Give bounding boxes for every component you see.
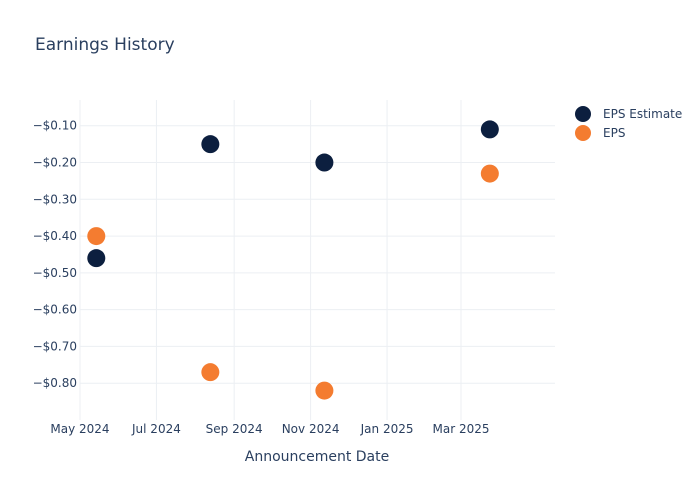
legend-marker [575, 106, 591, 122]
legend-item-eps[interactable]: EPS [575, 125, 625, 141]
chart-title: Earnings History [35, 35, 175, 55]
data-points [87, 120, 499, 400]
x-tick-label: Jan 2025 [360, 422, 414, 436]
y-tick-label: −$0.20 [33, 156, 77, 170]
y-axis-ticks: −$0.10 −$0.20 −$0.30 −$0.40 −$0.50 −$0.60 −$0.… [33, 119, 77, 390]
legend-marker [575, 125, 591, 141]
y-tick-label: −$0.70 [33, 339, 77, 353]
eps-point[interactable] [87, 227, 106, 246]
x-tick-label: Sep 2024 [206, 422, 263, 436]
x-axis-ticks: May 2024 Jul 2024 Sep 2024 Nov 2024 Jan 2025… [50, 422, 489, 436]
eps-estimate-point[interactable] [201, 135, 220, 154]
legend-label: EPS [603, 126, 625, 140]
eps-estimate-point[interactable] [315, 153, 334, 172]
y-tick-label: −$0.50 [33, 266, 77, 280]
x-tick-label: Nov 2024 [282, 422, 340, 436]
eps-point[interactable] [315, 381, 334, 400]
eps-point[interactable] [201, 363, 220, 382]
x-tick-label: Jul 2024 [131, 422, 181, 436]
eps-point[interactable] [480, 164, 499, 183]
legend[interactable]: EPS Estimate EPS [575, 106, 682, 141]
x-axis-title: Announcement Date [245, 449, 389, 465]
y-tick-label: −$0.60 [33, 303, 77, 317]
x-tick-label: May 2024 [50, 422, 109, 436]
y-tick-label: −$0.30 [33, 192, 77, 206]
eps-estimate-point[interactable] [87, 249, 106, 268]
x-tick-label: Mar 2025 [433, 422, 490, 436]
legend-label: EPS Estimate [603, 107, 682, 121]
y-tick-label: −$0.40 [33, 229, 77, 243]
y-tick-label: −$0.80 [33, 376, 77, 390]
legend-item-eps-estimate[interactable]: EPS Estimate [575, 106, 682, 122]
y-tick-label: −$0.10 [33, 119, 77, 133]
eps-estimate-point[interactable] [480, 120, 499, 139]
